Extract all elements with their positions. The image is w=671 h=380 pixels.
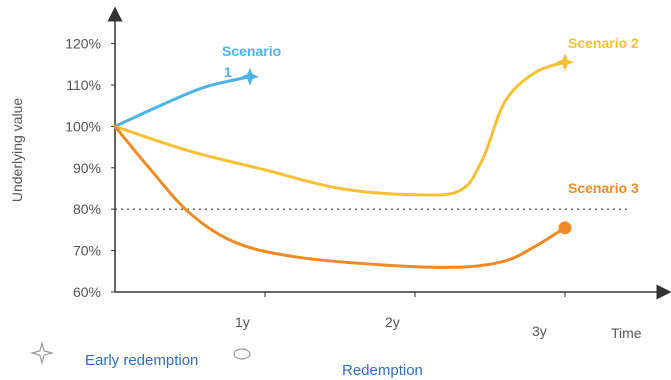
legend: Early redemption Redemption: [29, 340, 423, 379]
y-tick-label: 110%: [66, 77, 101, 93]
axes: 60% 70% 80% 90% 100% 110% 120% 1y 2y 3y Time Underl…: [9, 6, 671, 341]
legend-redemption: Redemption: [342, 362, 423, 379]
legend-early-redemption: Early redemption: [85, 352, 198, 369]
scenario-2-line: [113, 60, 567, 197]
x-axis-title: Time: [611, 325, 642, 341]
scenario-1-line: [113, 75, 252, 128]
scenario-3-circle-marker: [558, 221, 572, 235]
scenario-3-label: Scenario 3: [568, 180, 639, 196]
y-tick-label: 60%: [73, 284, 101, 300]
y-tick-label: 100%: [65, 118, 101, 134]
circle-icon: [233, 348, 251, 360]
star-icon: [29, 340, 55, 366]
y-tick-label: 90%: [73, 160, 101, 176]
x-tick-label: 1y: [235, 314, 250, 330]
y-axis-title: Underlying value: [9, 98, 25, 202]
scenario-1-label: Scenario 1: [222, 43, 281, 80]
series-layer: [113, 53, 574, 269]
x-tick-label: 2y: [385, 314, 400, 330]
y-tick-label: 80%: [73, 201, 101, 217]
scenario-3-line: [113, 124, 567, 269]
scenario-2-label: Scenario 2: [568, 35, 639, 51]
y-tick-label: 120%: [65, 36, 101, 52]
x-tick-label: 3y: [532, 323, 547, 339]
label-layer: Scenario 1 Scenario 2 Scenario 3: [222, 35, 639, 196]
scenario-2-star-marker: [556, 53, 574, 72]
scenario-1-star-marker: [241, 67, 259, 86]
y-tick-label: 70%: [73, 243, 101, 259]
